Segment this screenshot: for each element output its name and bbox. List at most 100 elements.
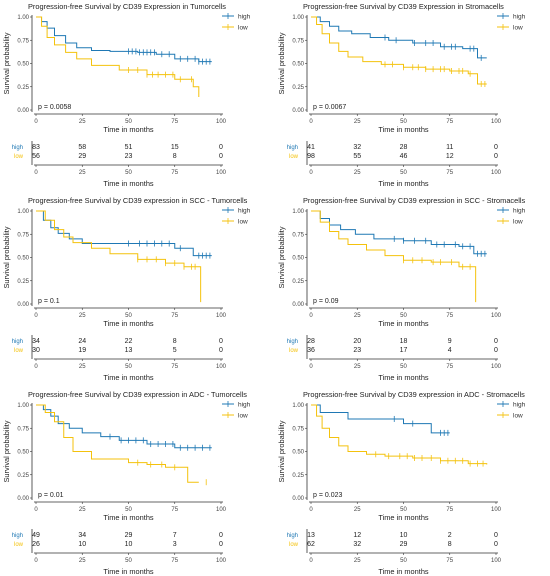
risk-table-value: 0 [219, 338, 223, 345]
x-tick-label: 25 [354, 119, 361, 125]
legend-label-low: low [513, 413, 523, 420]
risk-x-tick-label: 50 [400, 364, 407, 370]
risk-x-tick-label: 100 [491, 558, 502, 564]
risk-table-value: 34 [78, 532, 86, 539]
x-tick-label: 75 [446, 119, 453, 125]
risk-table-x-axis-label: Time in months [103, 179, 154, 188]
risk-table-value: 55 [353, 153, 361, 160]
risk-x-tick-label: 100 [216, 170, 227, 176]
risk-table-value: 32 [353, 144, 361, 151]
risk-table-value: 62 [307, 541, 315, 548]
y-axis-label: Survival probability [277, 32, 286, 94]
x-tick-label: 25 [79, 507, 86, 513]
risk-table-value: 5 [173, 347, 177, 354]
y-tick-label: 0.25 [292, 85, 304, 91]
risk-table-label-low: low [14, 348, 24, 354]
survival-curve-low [311, 404, 488, 465]
risk-x-tick-label: 100 [491, 170, 502, 176]
chart-title: Progression-free Survival by CD39 expres… [303, 196, 526, 205]
legend-label-low: low [238, 25, 248, 32]
risk-table-label-low: low [14, 154, 24, 160]
x-tick-label: 75 [446, 507, 453, 513]
km-panel-5: Progression-free Survival by CD39 expres… [2, 390, 251, 576]
y-tick-label: 1.00 [17, 403, 29, 409]
risk-x-tick-label: 0 [34, 558, 38, 564]
y-axis-label: Survival probability [2, 32, 11, 94]
x-tick-label: 100 [216, 119, 227, 125]
risk-table-label-high: high [287, 145, 298, 151]
legend-label-low: low [513, 25, 523, 32]
y-tick-label: 1.00 [292, 209, 304, 215]
y-tick-label: 0.25 [292, 473, 304, 479]
x-axis-label: Time in months [378, 125, 429, 134]
y-tick-label: 0.50 [17, 62, 29, 68]
risk-table-x-axis-label: Time in months [378, 373, 429, 382]
risk-table-value: 0 [219, 532, 223, 539]
risk-table-value: 18 [400, 338, 408, 345]
x-tick-label: 75 [446, 313, 453, 319]
x-tick-label: 100 [491, 119, 502, 125]
risk-x-tick-label: 100 [216, 558, 227, 564]
risk-table-value: 12 [446, 153, 454, 160]
legend-label-low: low [238, 413, 248, 420]
y-axis-label: Survival probability [277, 226, 286, 288]
legend-label-high: high [513, 208, 526, 215]
risk-x-tick-label: 75 [446, 364, 453, 370]
risk-table-value: 22 [125, 338, 133, 345]
x-tick-label: 0 [309, 119, 313, 125]
p-value: p = 0.01 [38, 492, 64, 499]
y-tick-label: 1.00 [17, 15, 29, 21]
x-tick-label: 25 [354, 507, 361, 513]
x-tick-label: 25 [354, 313, 361, 319]
risk-table-value: 8 [173, 338, 177, 345]
y-tick-label: 0.00 [292, 108, 304, 114]
y-axis-label: Survival probability [2, 226, 11, 288]
y-tick-label: 0.75 [17, 232, 29, 238]
p-value: p = 0.1 [38, 298, 60, 305]
risk-table-value: 8 [448, 541, 452, 548]
km-panel-3: Progression-free Survival by CD39 expres… [2, 196, 251, 382]
risk-table-value: 30 [32, 347, 40, 354]
risk-x-tick-label: 75 [171, 364, 178, 370]
x-tick-label: 100 [216, 313, 227, 319]
legend-label-high: high [238, 14, 251, 21]
x-tick-label: 100 [491, 507, 502, 513]
risk-x-tick-label: 25 [79, 170, 86, 176]
y-tick-label: 0.00 [17, 496, 29, 502]
risk-x-tick-label: 25 [79, 558, 86, 564]
y-tick-label: 0.75 [292, 426, 304, 432]
risk-table-value: 13 [307, 532, 315, 539]
risk-table-value: 0 [219, 347, 223, 354]
risk-table-value: 0 [494, 541, 498, 548]
risk-x-tick-label: 75 [171, 558, 178, 564]
risk-table-x-axis-label: Time in months [103, 373, 154, 382]
risk-x-tick-label: 50 [400, 558, 407, 564]
x-tick-label: 50 [125, 507, 132, 513]
risk-table-value: 10 [78, 541, 86, 548]
risk-table-value: 9 [448, 338, 452, 345]
y-tick-label: 0.25 [292, 279, 304, 285]
chart-title: Progression-free Survival by CD39 expres… [28, 196, 248, 205]
survival-curve-low [36, 404, 199, 483]
risk-table-value: 23 [125, 153, 133, 160]
risk-table-value: 29 [400, 541, 408, 548]
x-tick-label: 0 [309, 507, 313, 513]
x-axis-label: Time in months [378, 513, 429, 522]
risk-table-value: 49 [32, 532, 40, 539]
risk-table-value: 15 [171, 144, 179, 151]
survival-curve-high [36, 16, 212, 63]
x-tick-label: 75 [171, 313, 178, 319]
km-panel-4: Progression-free Survival by CD39 expres… [277, 196, 526, 382]
risk-table-value: 83 [32, 144, 40, 151]
x-tick-label: 50 [125, 119, 132, 125]
risk-table-value: 34 [32, 338, 40, 345]
p-value: p = 0.0058 [38, 104, 71, 111]
risk-x-tick-label: 0 [309, 364, 313, 370]
risk-table-value: 23 [353, 347, 361, 354]
survival-curve-high [311, 404, 450, 434]
y-tick-label: 0.75 [17, 38, 29, 44]
survival-curve-low [311, 210, 477, 303]
risk-table-value: 0 [494, 144, 498, 151]
x-tick-label: 100 [491, 313, 502, 319]
